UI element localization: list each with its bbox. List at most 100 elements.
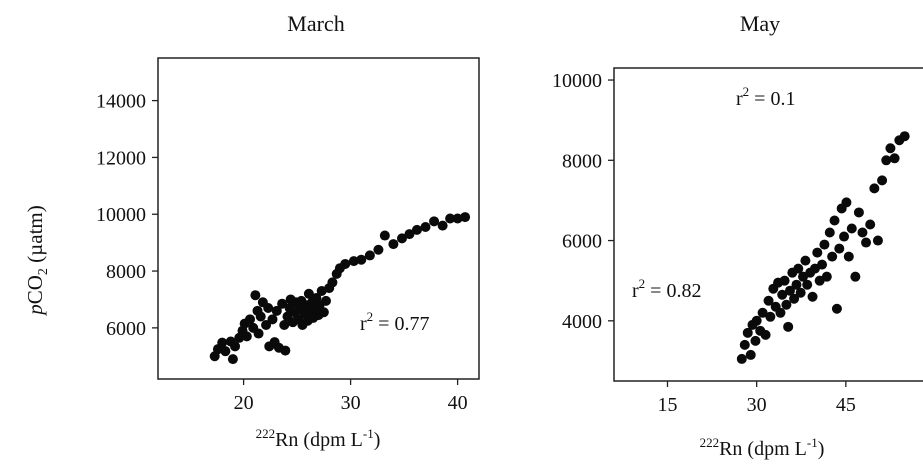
march-data-point xyxy=(348,256,359,267)
march-data-point xyxy=(271,305,282,316)
may-data-point xyxy=(817,259,828,270)
may-data-point xyxy=(736,353,747,364)
may-data-point xyxy=(819,239,830,250)
march-data-point xyxy=(250,290,261,301)
may-x-tick-label: 15 xyxy=(658,394,678,416)
may-data-point xyxy=(824,227,835,238)
march-data-point xyxy=(279,320,290,331)
march-data-point xyxy=(404,229,415,240)
may-data-point xyxy=(853,207,864,218)
may-data-point xyxy=(881,155,892,166)
may-data-point xyxy=(861,237,872,248)
may-data-point xyxy=(831,303,842,314)
may-data-point xyxy=(742,327,753,338)
march-y-tick-label: 14000 xyxy=(96,91,146,113)
may-data-point xyxy=(841,197,852,208)
march-data-point xyxy=(388,239,399,250)
may-data-point xyxy=(783,321,794,332)
march-data-point xyxy=(373,244,384,255)
march-data-point xyxy=(263,302,274,313)
may-data-point xyxy=(781,299,792,310)
march-data-point xyxy=(356,254,367,265)
may-data-point xyxy=(877,175,888,186)
may-y-tick-label: 4000 xyxy=(562,311,602,333)
march-data-point xyxy=(396,233,407,244)
may-data-point xyxy=(795,287,806,298)
may-data-point xyxy=(889,153,900,164)
may-y-tick-label: 8000 xyxy=(562,150,602,172)
march-x-axis-label: 222Rn (dpm L-1) xyxy=(256,426,381,451)
may-data-point xyxy=(807,291,818,302)
march-title: March xyxy=(287,11,344,36)
march-data-point xyxy=(364,250,375,261)
may-data-point xyxy=(839,231,850,242)
march-data-point xyxy=(267,314,278,325)
march-data-point xyxy=(320,295,331,306)
march-data-point xyxy=(277,298,288,309)
may-data-point xyxy=(745,349,756,360)
may-data-point xyxy=(791,279,802,290)
march-data-point xyxy=(261,320,272,331)
may-y-tick-label: 6000 xyxy=(562,231,602,253)
march-data-point xyxy=(429,216,440,227)
march-data-point xyxy=(411,224,422,235)
may-data-point xyxy=(739,339,750,350)
march-r2-annotation: r2 = 0.77 xyxy=(360,309,429,335)
may-data-point xyxy=(775,307,786,318)
march-data-point xyxy=(217,337,228,348)
may-data-point xyxy=(850,271,861,282)
may-data-point xyxy=(821,271,832,282)
may-data-point xyxy=(757,307,768,318)
march-data-point xyxy=(280,345,291,356)
may-data-point xyxy=(872,235,883,246)
may-plot-frame xyxy=(613,67,923,382)
march-y-tick-label: 12000 xyxy=(96,147,146,169)
may-data-point xyxy=(765,311,776,322)
may-data-point xyxy=(777,289,788,300)
may-data-point xyxy=(846,223,857,234)
march-data-point xyxy=(245,314,256,325)
may-ticks: 15 30 45 4000 6000 8000 10000 xyxy=(552,70,856,416)
march-data-point xyxy=(452,213,463,224)
march-data-point xyxy=(327,277,338,288)
may-data-point xyxy=(784,285,795,296)
march-x-tick-label: 30 xyxy=(341,392,361,414)
may-x-tick-label: 45 xyxy=(836,394,856,416)
march-y-tick-label: 8000 xyxy=(106,261,146,283)
march-data-point xyxy=(460,212,471,223)
may-r2-annotation-top: r2 = 0.1 xyxy=(736,84,795,110)
march-data-point xyxy=(220,346,231,357)
march-data-point xyxy=(316,285,327,296)
may-data-point xyxy=(793,263,804,274)
may-data-point xyxy=(865,219,876,230)
march-y-axis-label: pCO2 (µatm) xyxy=(23,205,51,317)
may-data-point xyxy=(789,293,800,304)
march-panel: March pCO2 (µatm) 222Rn (dpm L-1) r2 = 0… xyxy=(23,11,480,451)
may-data-point xyxy=(869,183,880,194)
march-data-point xyxy=(445,213,456,224)
march-data-point xyxy=(227,354,238,365)
may-title: May xyxy=(740,11,780,36)
march-y-tick-label: 10000 xyxy=(96,204,146,226)
may-data-point xyxy=(829,215,840,226)
march-y-tick-label: 6000 xyxy=(106,318,146,340)
may-data-point xyxy=(899,131,910,142)
march-data-point xyxy=(379,230,390,241)
may-x-axis-label: 222Rn (dpm L-1) xyxy=(700,435,825,460)
may-data-point xyxy=(834,243,845,254)
march-plot-frame xyxy=(157,57,480,380)
march-data-point xyxy=(340,258,351,269)
march-x-tick-label: 40 xyxy=(448,392,468,414)
may-data-point xyxy=(843,251,854,262)
march-data-point xyxy=(241,331,252,342)
may-data-point xyxy=(779,275,790,286)
may-data-point xyxy=(750,335,761,346)
march-data-point xyxy=(255,311,266,322)
march-data-point xyxy=(318,307,329,318)
may-data-point xyxy=(812,247,823,258)
may-data-point xyxy=(760,329,771,340)
march-x-tick-label: 20 xyxy=(234,392,254,414)
may-data-point xyxy=(802,279,813,290)
march-data-point xyxy=(253,328,264,339)
may-data-point xyxy=(885,143,896,154)
